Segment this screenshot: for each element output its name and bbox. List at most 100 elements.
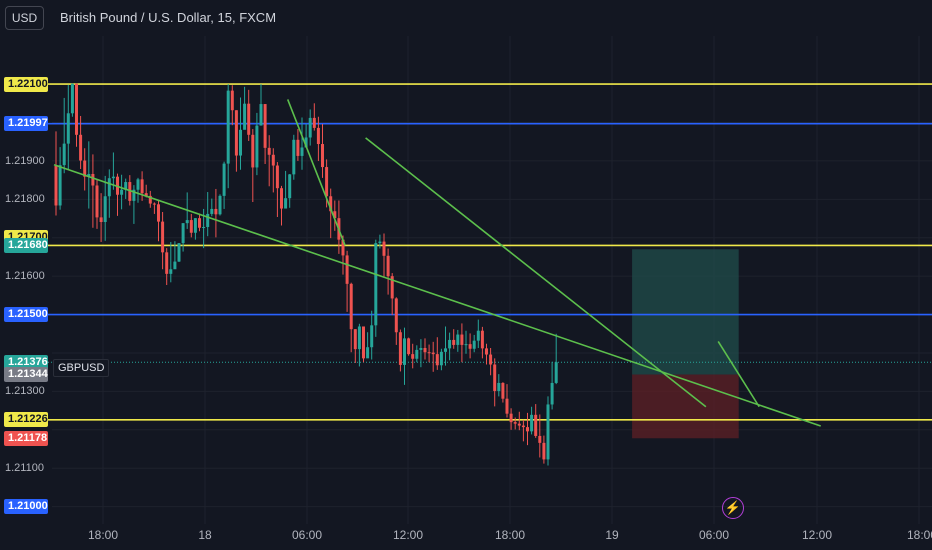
candle-body xyxy=(144,193,148,196)
candle-body xyxy=(526,427,529,432)
candle-body xyxy=(107,178,111,197)
time-tick-label: 06:00 xyxy=(291,528,323,542)
time-tick-label: 19 xyxy=(605,528,619,542)
candle-body xyxy=(206,213,210,227)
price-tag-green: 1.21680 xyxy=(4,237,48,253)
loss-zone xyxy=(632,374,739,439)
candle-body xyxy=(407,338,411,355)
candle-body xyxy=(136,179,140,190)
candle-body xyxy=(362,326,365,359)
candle-body xyxy=(501,382,505,399)
candle-body xyxy=(542,442,546,460)
candle-body xyxy=(267,147,271,155)
candle-body xyxy=(304,137,308,148)
candle-body xyxy=(341,239,345,256)
candle-body xyxy=(169,269,173,274)
candle-body xyxy=(255,125,259,168)
candle-body xyxy=(403,338,406,365)
candle-body xyxy=(280,188,283,209)
candle-body xyxy=(288,174,292,199)
candlesticks xyxy=(54,83,558,466)
candle-body xyxy=(202,226,206,228)
candle-body xyxy=(165,252,169,274)
candle-body xyxy=(234,110,238,156)
candle-body xyxy=(218,195,222,215)
candle-body xyxy=(333,211,337,219)
candle-body xyxy=(152,203,156,205)
candle-body xyxy=(300,147,304,156)
candle-body xyxy=(161,221,165,253)
candle-body xyxy=(349,283,353,330)
candle-body xyxy=(439,351,443,366)
candle-body xyxy=(329,196,333,212)
candle-body xyxy=(214,208,218,215)
price-tick-label: 1.21900 xyxy=(5,154,45,167)
position-zones xyxy=(632,249,739,439)
candle-body xyxy=(444,348,447,352)
currency-button[interactable]: USD xyxy=(5,6,44,30)
candle-body xyxy=(62,143,66,166)
price-tag-red: 1.21178 xyxy=(4,430,48,446)
candle-body xyxy=(321,144,324,168)
price-tag-blue: 1.21000 xyxy=(4,499,48,515)
candle-body xyxy=(111,176,115,179)
candle-body xyxy=(226,90,230,164)
candle-body xyxy=(198,218,201,228)
candle-body xyxy=(411,354,415,359)
candle-body xyxy=(128,182,132,201)
candle-body xyxy=(75,83,78,135)
candle-body xyxy=(308,117,312,138)
candle-body xyxy=(366,347,370,359)
candle-body xyxy=(534,414,538,436)
candle-body xyxy=(456,334,460,345)
price-tag-yellow: 1.21226 xyxy=(4,412,48,428)
candle-body xyxy=(382,241,386,256)
candle-body xyxy=(460,334,464,345)
candle-body xyxy=(538,435,542,443)
time-tick-label: 18:00 xyxy=(87,528,119,542)
candle-body xyxy=(452,339,456,345)
price-tag-blue: 1.21997 xyxy=(4,116,48,132)
candle-body xyxy=(423,347,427,353)
candle-body xyxy=(325,167,329,197)
candle-body xyxy=(120,189,124,195)
candle-body xyxy=(173,261,177,270)
candle-body xyxy=(476,330,480,341)
candle-body xyxy=(394,298,398,333)
candle-body xyxy=(353,329,357,350)
price-tick-label: 1.21800 xyxy=(5,193,45,206)
candle-body xyxy=(386,255,390,277)
price-tag-blue: 1.21500 xyxy=(4,307,48,323)
candle-body xyxy=(79,134,83,161)
candle-body xyxy=(489,354,493,365)
chart-grid xyxy=(52,36,932,524)
candle-body xyxy=(509,413,513,423)
candle-body xyxy=(58,165,62,206)
candle-body xyxy=(296,139,300,156)
candle-body xyxy=(140,179,144,194)
candle-body xyxy=(419,347,423,350)
candle-body xyxy=(230,90,234,111)
candle-body xyxy=(87,173,91,177)
lightning-icon[interactable]: ⚡ xyxy=(722,497,744,519)
trend-line xyxy=(365,137,707,408)
candle-body xyxy=(251,134,255,168)
candle-body xyxy=(54,165,58,206)
candle-body xyxy=(374,243,378,326)
candle-body xyxy=(66,113,70,144)
price-tick-label: 1.21300 xyxy=(5,385,45,398)
candle-body xyxy=(521,425,525,428)
candle-body xyxy=(493,364,497,392)
candle-body xyxy=(513,422,517,424)
candle-body xyxy=(177,243,181,262)
price-tick-label: 1.21600 xyxy=(5,270,45,283)
candle-body xyxy=(185,220,189,224)
time-tick-label: 06:00 xyxy=(698,528,730,542)
candle-body xyxy=(464,344,468,346)
candle-body xyxy=(398,332,402,365)
candle-body xyxy=(222,163,226,196)
price-tag-gray: 1.21344 xyxy=(4,366,48,382)
symbol-label: GBPUSD xyxy=(53,359,110,377)
candle-body xyxy=(95,185,99,218)
